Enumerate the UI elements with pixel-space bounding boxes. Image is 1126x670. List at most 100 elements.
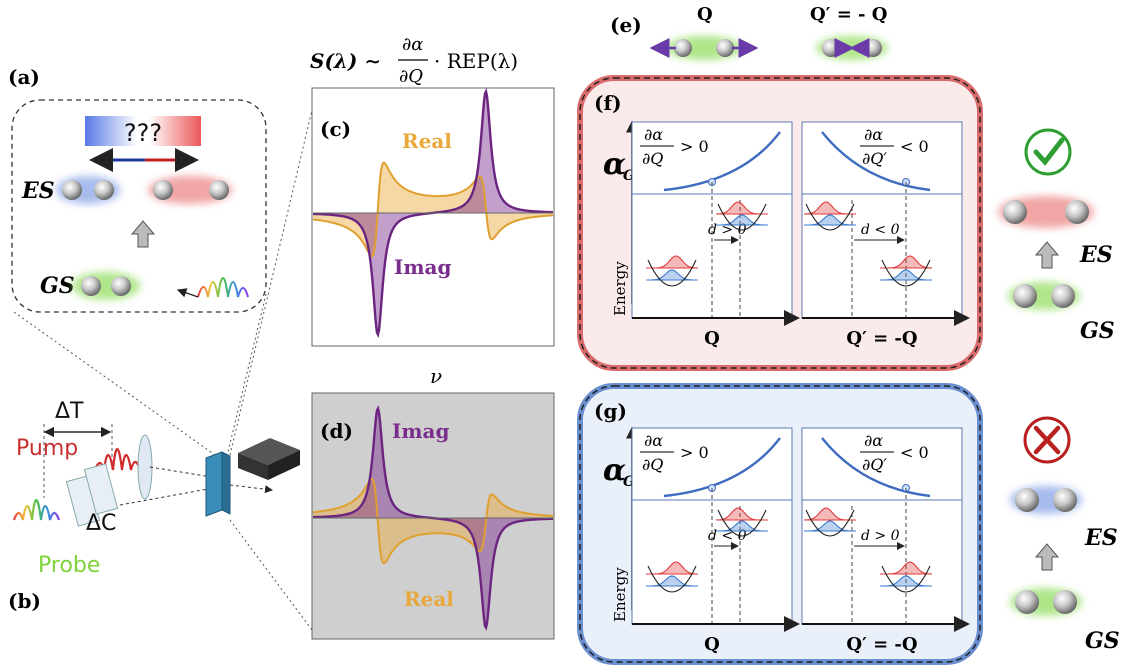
deriv-num: ∂α [864,431,883,450]
equation-num: ∂α [402,34,423,55]
deriv-cond: > 0 [680,137,709,156]
chart-c [312,87,554,339]
lens [137,434,153,500]
energy-gradient-bar [85,116,201,146]
wavefunction [803,507,856,521]
equation: S(λ) ∼ ∂α ∂Q · REP(λ) [310,34,518,87]
sample-cuvette [205,451,231,517]
wavefunction [715,201,768,215]
energy-label: Energy [611,261,629,316]
connector-d-1 [229,519,313,631]
panel-g-dash [579,385,981,663]
q-label-e: Q [697,4,713,25]
displacement-label: d < 0 [861,222,900,238]
wavefunction [880,575,932,587]
potential-well [881,565,931,593]
gs-label-a: GS [40,273,75,299]
deriv-den: ∂Q [642,149,663,168]
es-label-g: ES [1084,525,1118,551]
subpanel-right: ∂α ∂Q′ < 0 d > 0 Q′ = -Q [801,427,970,655]
panel-f-dash [579,77,981,369]
molecule-red-f [998,196,1094,228]
polarizability-curve [663,131,781,192]
real-curve [312,161,554,258]
wavepacket-arrow [176,288,199,298]
delta-c-label: ΔC [86,511,116,536]
potential-well [805,509,855,537]
subpanel-right: ∂α ∂Q′ < 0 d < 0 Q′ = -Q [801,121,970,349]
deriv-den: ∂Q′ [862,149,887,168]
deriv-cond: > 0 [680,443,709,462]
beam-line-2 [119,484,231,506]
potential-well [647,565,697,593]
panel-label-a: (a) [8,65,40,89]
panel-label-b: (b) [8,589,41,613]
q-axis-label: Q′ = -Q [846,328,917,349]
equation-den: ∂Q [399,66,423,87]
gs-label-f: GS [1080,318,1115,344]
wavefunction [803,201,856,215]
real-fill [313,478,553,564]
panel-label-f: (f) [594,91,622,115]
delta-t-label: ΔT [55,399,84,424]
potential-well [717,203,767,231]
detector-box [238,438,300,480]
wavefunction [646,561,699,575]
q-axis-label: Q [704,328,720,349]
wavefunction [646,575,698,587]
es-label-f: ES [1079,242,1113,268]
subpanel-left: ∂α ∂Q > 0 d < 0 Q [631,427,800,655]
molecule-green-gs [72,272,140,300]
molecule-green-f [1008,282,1080,310]
q-axis-label: Q [704,634,720,655]
wavefunction [715,507,768,521]
connector-c-1 [229,109,313,456]
wavefunction [716,520,768,532]
potential-well [805,203,855,231]
molecule-red-es [148,176,232,204]
chart-d [312,405,554,631]
probe-label: Probe [38,553,100,578]
connector-a-1 [13,311,216,456]
prism-2 [83,463,119,515]
panel-c-frame [311,87,555,347]
wavefunction [804,520,856,532]
panel-label-g: (g) [594,399,627,423]
displacement-label: d < 0 [708,528,747,544]
displacement-label: d > 0 [861,528,900,544]
real-label-d: Real [404,587,454,611]
subpanel-frame [801,121,963,319]
wavefunction [880,561,933,575]
potential-well [717,509,767,537]
molecule-q [649,36,759,60]
wavefunction [646,255,699,269]
wavefunction [646,269,698,281]
molecule-blue-g [1010,486,1082,514]
beam-line-3 [229,484,273,494]
wavefunction [716,214,768,226]
polarizability-curve [663,437,781,498]
equation-lhs: S(λ) ∼ [310,49,381,73]
question-marks: ??? [124,119,162,147]
deriv-num: ∂α [644,431,663,450]
subpanel-left: ∂α ∂Q > 0 d > 0 Q [631,121,800,349]
cross-icon [1023,416,1071,464]
deriv-den: ∂Q [642,455,663,474]
deriv-den: ∂Q′ [862,455,887,474]
up-arrow-icon-g [1034,543,1060,571]
real-curve [312,477,553,565]
panel-a-frame [11,99,267,313]
connector-a-2 [227,293,267,453]
imag-label-c: Imag [394,255,451,279]
potential-well [647,259,697,287]
displacement-label: d > 0 [708,222,747,238]
deriv-num: ∂α [864,125,883,144]
panel-d-frame [311,392,555,640]
alpha-label: α [603,453,626,488]
real-fill [313,162,553,257]
molecule-green-g [1010,588,1082,616]
deriv-cond: < 0 [900,137,929,156]
q-axis-label: Q′ = -Q [846,634,917,655]
equation-rhs: · REP(λ) [434,49,518,73]
subpanel-frame [801,427,963,625]
